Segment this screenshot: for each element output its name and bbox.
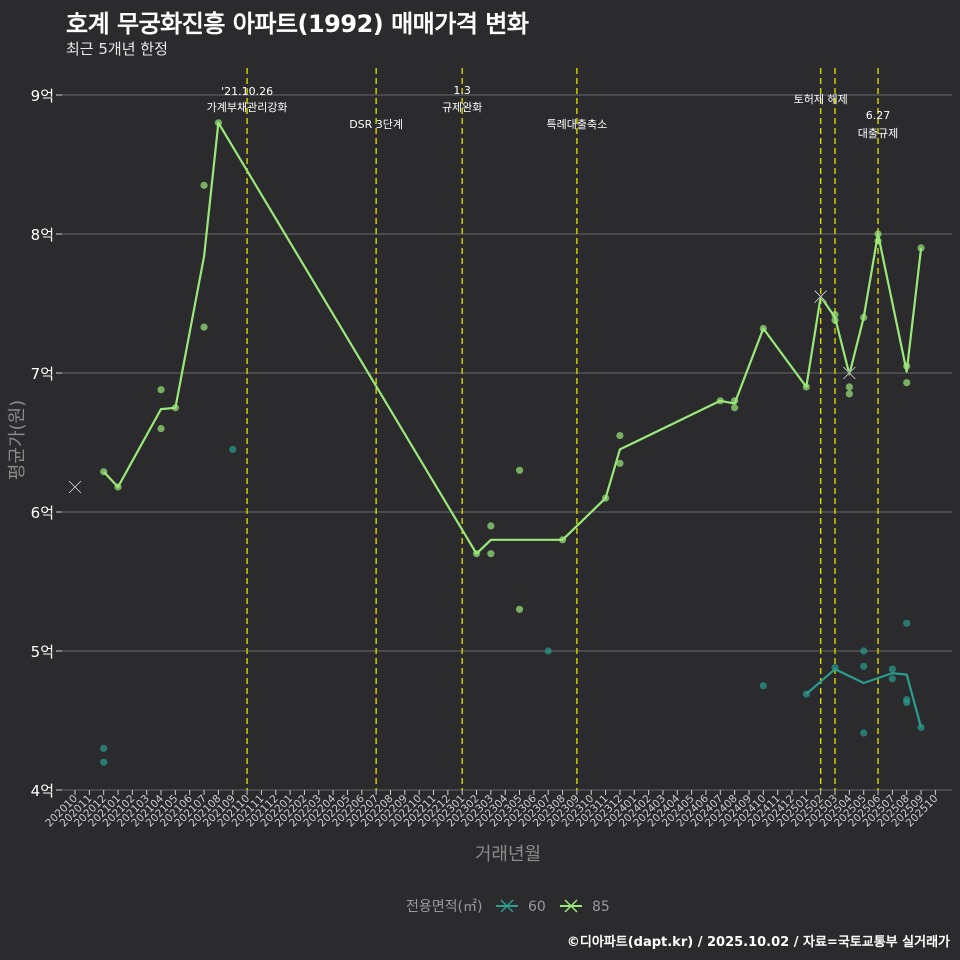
legend-item-60: 60 <box>496 899 546 915</box>
point-60 <box>888 665 896 673</box>
event-label-text: DSR 3단계 <box>349 118 403 131</box>
legend-title: 전용면적(㎡) <box>406 899 482 915</box>
cross-marker-85 <box>68 480 82 494</box>
point-85 <box>731 404 739 412</box>
legend-label: 60 <box>528 899 546 915</box>
legend-label: 85 <box>592 899 610 915</box>
point-60 <box>100 758 108 766</box>
y-tick-label: 7억 <box>31 365 54 383</box>
event-label-text: 규제완화 <box>442 101 482 114</box>
legend-item-85: 85 <box>560 899 610 915</box>
y-tick-label: 4억 <box>31 782 54 800</box>
point-60 <box>860 647 868 655</box>
point-85 <box>487 522 495 530</box>
y-axis-title: 평균가(원) <box>7 400 28 480</box>
point-85 <box>515 466 524 474</box>
point-60 <box>917 723 925 732</box>
point-60 <box>544 647 552 655</box>
cross-marker-85 <box>814 290 828 304</box>
point-85 <box>903 379 911 387</box>
event-label-text: 가계부채관리강화 <box>207 101 288 114</box>
y-tick-label: 5억 <box>31 643 54 661</box>
event-label-text: 특례대출축소 <box>547 118 608 131</box>
point-60 <box>903 619 911 627</box>
chart-title: 호계 무궁화진흥 아파트(1992) 매매가격 변화 <box>66 10 529 38</box>
point-60 <box>759 682 767 690</box>
event-label-date: '21.10.26 <box>221 85 273 98</box>
line-85 <box>102 121 923 555</box>
cross-stroke <box>814 290 827 303</box>
legend: 전용면적(㎡) 60 85 <box>406 899 610 915</box>
x-axis-title: 거래년월 <box>475 844 541 865</box>
point-85 <box>157 425 165 433</box>
point-85 <box>616 431 624 440</box>
point-60 <box>888 675 896 683</box>
point-60 <box>860 729 868 737</box>
point-85 <box>157 386 165 394</box>
series-marks <box>68 119 925 766</box>
event-label-date: 6.27 <box>866 109 891 122</box>
point-85 <box>845 390 853 398</box>
gridlines <box>62 94 952 791</box>
cross-marker-85 <box>842 366 856 380</box>
point-85 <box>845 383 853 391</box>
point-60 <box>229 445 237 454</box>
line-60 <box>805 668 923 728</box>
y-tick-label: 6억 <box>31 504 54 522</box>
point-85 <box>515 605 524 613</box>
point-85 <box>200 181 208 189</box>
point-60 <box>860 662 868 670</box>
event-label-date: 1.3 <box>453 84 471 97</box>
y-tick-label: 9억 <box>31 87 54 105</box>
axes: 4억5억6억7억8억9억2020102020112020122021012021… <box>31 87 941 829</box>
point-85 <box>200 323 208 331</box>
point-85 <box>487 550 495 558</box>
legend-cross <box>500 899 514 913</box>
event-label-text: 토허제 해제 <box>794 92 848 106</box>
point-60 <box>100 744 108 752</box>
source-caption: ©디아파트(dapt.kr) / 2025.10.02 / 자료=국토교통부 실… <box>566 935 950 950</box>
cross-stroke <box>68 480 82 494</box>
cross-stroke <box>843 366 856 380</box>
point-60 <box>903 698 911 707</box>
y-tick-label: 8억 <box>31 226 54 244</box>
legend-cross <box>564 899 578 913</box>
event-label-text: 대출규제 <box>858 127 898 140</box>
point-85 <box>616 459 624 467</box>
chart-subtitle: 최근 5개년 한정 <box>66 40 168 58</box>
